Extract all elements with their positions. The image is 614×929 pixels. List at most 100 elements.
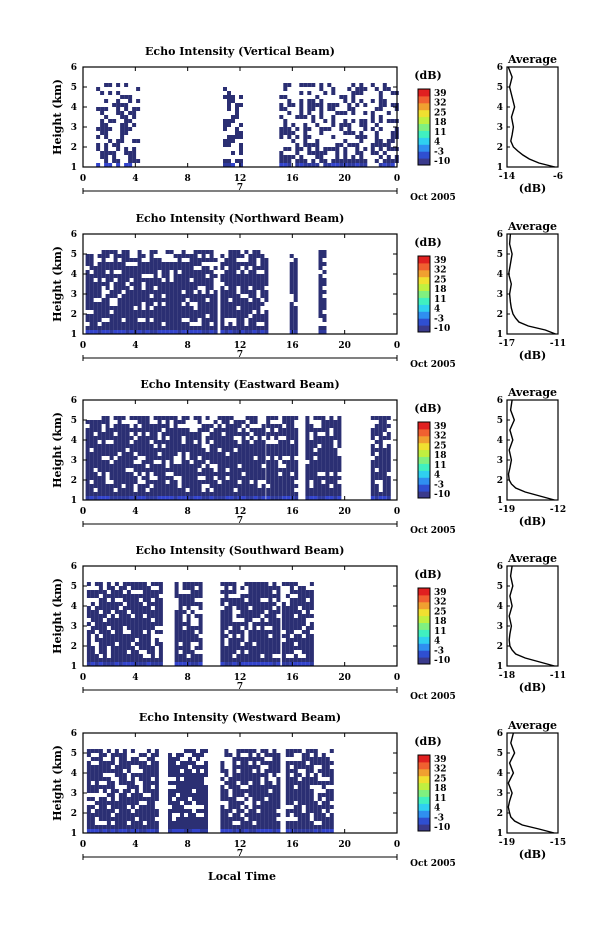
heatmap-cell [293, 809, 298, 813]
heatmap-cell [293, 610, 298, 614]
heatmap-cell [270, 456, 275, 460]
heatmap-cell [153, 326, 158, 330]
heatmap-cell [173, 262, 178, 266]
heatmap-cell [257, 452, 262, 456]
heatmap-cell [289, 821, 294, 825]
heatmap-cell [322, 330, 327, 334]
heatmap-cell [237, 456, 242, 460]
heatmap-cell [317, 496, 322, 500]
heatmap-cell [110, 753, 115, 757]
heatmap-cell [138, 777, 143, 781]
heatmap-cell [138, 765, 143, 769]
heatmap-cell [185, 294, 190, 298]
heatmap-cell [200, 765, 204, 769]
colorbar-swatch [418, 89, 430, 97]
heatmap-cell [220, 610, 225, 614]
heatmap-cell [150, 590, 155, 594]
heatmap-cell [378, 420, 383, 424]
heatmap-cell [355, 143, 360, 147]
heatmap-cell [176, 805, 180, 809]
heatmap-cell [307, 99, 312, 103]
heatmap-cell [301, 813, 306, 817]
heatmap-cell [121, 464, 126, 468]
heatmap-cell [89, 476, 94, 480]
panel-title: Echo Intensity (Eastward Beam) [140, 378, 339, 391]
heatmap-cell [124, 151, 129, 155]
heatmap-cell [301, 785, 306, 789]
colorbar-tick-label: -3 [434, 480, 444, 490]
heatmap-cell [97, 302, 102, 306]
heatmap-cell [193, 286, 198, 290]
heatmap-cell [297, 773, 302, 777]
heatmap-cell [233, 452, 238, 456]
heatmap-cell [133, 468, 138, 472]
heatmap-cell [256, 789, 261, 793]
heatmap-cell [240, 310, 245, 314]
heatmap-cell [285, 801, 290, 805]
heatmap-cell [286, 436, 291, 440]
heatmap-cell [386, 456, 391, 460]
heatmap-cell [244, 813, 249, 817]
heatmap-cell [248, 753, 253, 757]
heatmap-cell [113, 306, 118, 310]
heatmap-cell [197, 294, 202, 298]
heatmap-cell [205, 282, 210, 286]
heatmap-cell [97, 318, 102, 322]
heatmap-cell [165, 492, 170, 496]
heatmap-cell [149, 314, 154, 318]
heatmap-cell [347, 127, 352, 131]
heatmap-cell [285, 626, 290, 630]
heatmap-cell [86, 753, 91, 757]
heatmap-cell [252, 590, 257, 594]
heatmap-cell [194, 634, 199, 638]
heatmap-cell [85, 330, 90, 334]
heatmap-cell [370, 460, 375, 464]
heatmap-cell [181, 326, 186, 330]
heatmap-cell [264, 662, 269, 666]
heatmap-cell [228, 817, 233, 821]
heatmap-cell [272, 638, 277, 642]
heatmap-cell [268, 821, 273, 825]
heatmap-cell [266, 432, 271, 436]
heatmap-cell [197, 270, 202, 274]
heatmap-cell [228, 642, 233, 646]
heatmap-cell [256, 606, 261, 610]
heatmap-cell [132, 139, 137, 143]
heatmap-cell [249, 496, 254, 500]
heatmap-cell [129, 492, 134, 496]
heatmap-cell [197, 428, 202, 432]
heatmap-cell [307, 147, 312, 151]
heatmap-cell [217, 416, 222, 420]
heatmap-cell [106, 658, 111, 662]
heatmap-cell [223, 163, 227, 167]
heatmap-cell [177, 258, 182, 262]
heatmap-cell [101, 270, 106, 274]
heatmap-cell [276, 618, 281, 622]
heatmap-cell [244, 330, 249, 334]
heatmap-cell [165, 270, 170, 274]
heatmap-cell [185, 310, 190, 314]
heatmap-cell [297, 817, 302, 821]
heatmap-cell [240, 809, 245, 813]
heatmap-cell [309, 805, 314, 809]
heatmap-cell [305, 464, 310, 468]
heatmap-cell [192, 793, 196, 797]
heatmap-cell [105, 468, 110, 472]
heatmap-cell [153, 250, 158, 254]
heatmap-cell [118, 821, 123, 825]
heatmap-cell [109, 314, 114, 318]
heatmap-cell [319, 87, 324, 91]
heatmap-cell [190, 650, 195, 654]
heatmap-cell [236, 310, 241, 314]
heatmap-cell [146, 622, 151, 626]
heatmap-cell [281, 662, 286, 666]
heatmap-cell [185, 480, 190, 484]
heatmap-cell [370, 476, 375, 480]
heatmap-cell [97, 254, 102, 258]
heatmap-cell [122, 618, 127, 622]
heatmap-cell [272, 789, 277, 793]
heatmap-cell [309, 464, 314, 468]
heatmap-cell [176, 817, 180, 821]
heatmap-cell [270, 464, 275, 468]
heatmap-cell [333, 484, 338, 488]
